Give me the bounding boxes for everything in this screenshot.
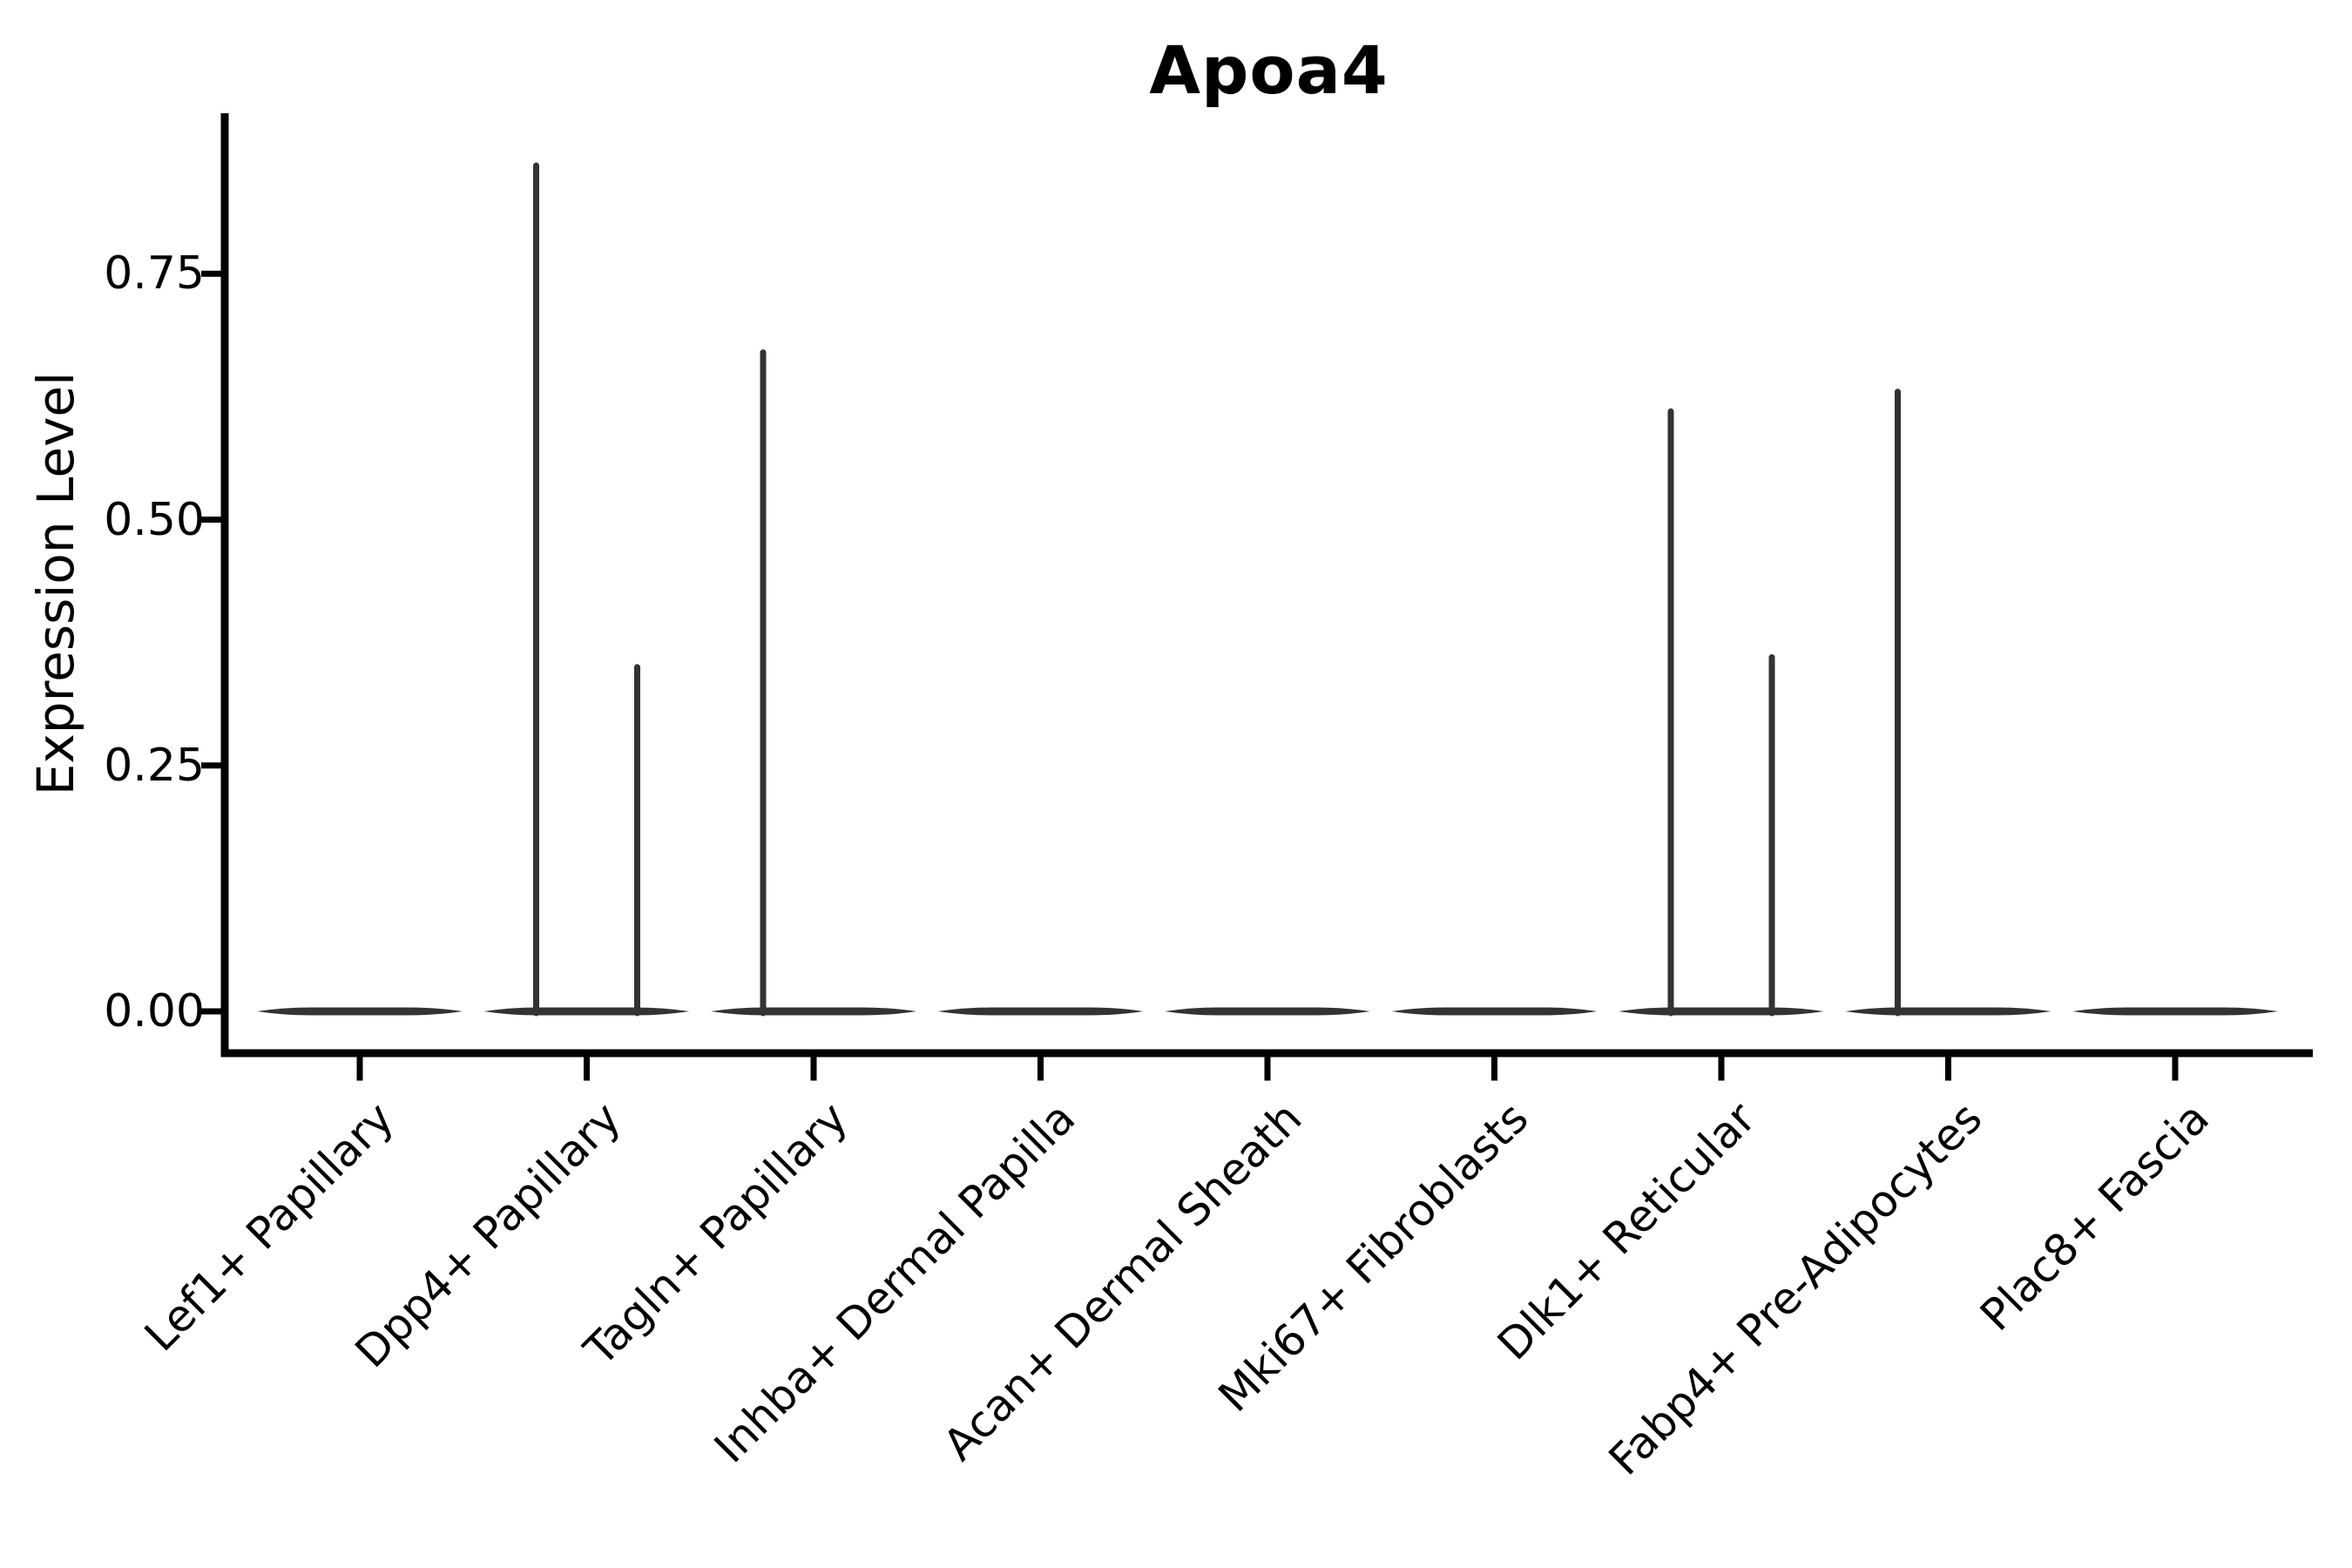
violin-body [1391,1007,1598,1016]
y-tick-label: 0.00 [104,985,205,1037]
y-tick-label: 0.50 [104,493,205,546]
violin-body [1165,1007,1370,1016]
violin-body [257,1007,463,1016]
y-tick-label: 0.25 [104,739,205,792]
violin-body [1619,1007,1824,1016]
chart-title: Apoa4 [1149,31,1389,109]
violin-body [483,1007,690,1016]
violin-body [1845,1007,2051,1016]
violin-body [2072,1007,2278,1016]
violin-body [711,1007,916,1016]
y-tick-label: 0.75 [104,247,205,301]
violin-body [937,1007,1144,1016]
